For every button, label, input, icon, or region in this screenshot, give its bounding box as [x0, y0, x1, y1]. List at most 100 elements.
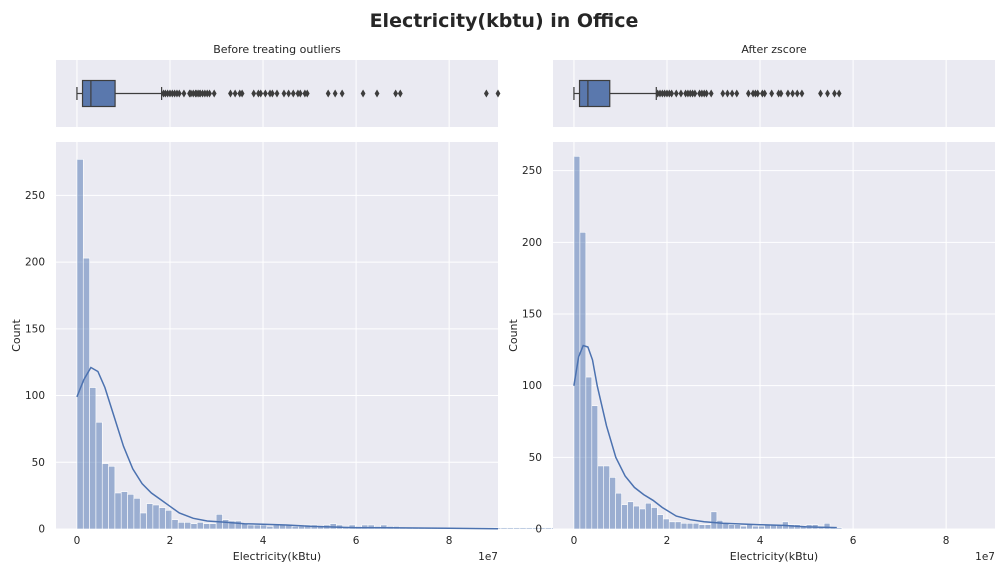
hist-before-bar — [266, 526, 274, 530]
hist-after-bar — [627, 501, 634, 530]
hist-before-kde-line — [76, 366, 499, 530]
hist-after-bar — [609, 477, 616, 530]
hist-before-ytick-label: 250 — [25, 190, 45, 202]
hist-before-bar — [133, 498, 141, 530]
hist-after-xtick-label: 8 — [943, 535, 950, 547]
boxplot-after: After zscore — [553, 43, 995, 127]
box-before-box — [81, 79, 116, 108]
hist-before-ytick-label: 50 — [32, 457, 45, 469]
hist-before-bar — [146, 503, 154, 530]
hist-after-xtick-label: 4 — [757, 535, 764, 547]
hist-after-bar — [692, 522, 700, 530]
box-before-outlier — [228, 89, 233, 98]
box-after-outlier — [678, 89, 684, 98]
box-before-outlier — [290, 89, 296, 98]
hist-before-bar — [114, 492, 122, 530]
hist-before-bar — [190, 523, 198, 530]
box-before-outlier — [286, 89, 292, 98]
hist-before-bar — [127, 494, 135, 530]
hist-before-bar — [95, 421, 103, 530]
hist-after-bar — [597, 465, 605, 530]
hist-after-bar — [621, 504, 628, 530]
hist-after-bar — [591, 405, 599, 530]
hist-after-bar — [573, 156, 581, 530]
box-after-outlier — [746, 89, 751, 98]
hist-before-xtick-label: 0 — [74, 535, 81, 547]
hist-after-bar — [645, 502, 652, 530]
hist-before-bar — [184, 522, 192, 530]
hist-before-xtick-label: 4 — [260, 535, 267, 547]
hist-before-bar — [234, 520, 242, 530]
hist-after-bar — [585, 376, 593, 530]
hist-after-bar — [657, 514, 664, 530]
hist-before-bar — [222, 519, 230, 530]
box-before-outlier — [232, 89, 238, 98]
hist-after-ytick-label: 150 — [522, 309, 542, 321]
box-before-outlier — [360, 89, 366, 98]
hist-before-bar — [196, 522, 204, 530]
hist-after-bar — [662, 518, 670, 530]
box-after-outlier — [673, 89, 679, 98]
box-before-outlier — [258, 89, 264, 98]
box-before-outlier — [262, 89, 268, 98]
hist-after-xtick-label: 2 — [664, 535, 671, 547]
histogram-before: 0 2 4 6 8 0 50 100 150 200 250 Electricity(kBtu) Cou… — [10, 142, 559, 563]
hist-after-bar — [639, 508, 646, 530]
hist-after-bar — [835, 527, 843, 530]
hist-before-bar — [165, 510, 173, 530]
hist-before-background — [56, 142, 498, 529]
hist-before-xlabel: Electricity(kBtu) — [233, 550, 321, 563]
box-before-outlier — [397, 89, 403, 98]
hist-after-xtick-label: 0 — [571, 535, 578, 547]
box-after-outlier — [799, 89, 805, 98]
box-before-outlier — [332, 89, 338, 98]
box-before-outlier — [211, 89, 217, 98]
hist-before-xtick-label: 6 — [353, 535, 360, 547]
box-after-outlier — [725, 89, 730, 98]
box-after-outlier — [790, 89, 796, 98]
hist-after-bar — [668, 521, 676, 530]
box-after-outlier — [836, 89, 842, 98]
hist-after-bar — [740, 525, 747, 530]
hist-after-bar — [651, 507, 658, 530]
hist-before-ylabel: Count — [10, 318, 23, 351]
box-after-outlier — [832, 89, 837, 98]
hist-after-bar — [698, 524, 706, 530]
box-before-outlier — [269, 89, 275, 98]
hist-after-x-offset-label: 1e7 — [975, 551, 995, 563]
hist-after-bar — [603, 465, 610, 530]
box-before-outlier — [325, 89, 331, 98]
hist-after-bar — [704, 524, 712, 530]
hist-before-bar — [544, 527, 552, 530]
hist-before-bar — [272, 524, 280, 530]
hist-before-xtick-label: 8 — [446, 535, 453, 547]
hist-after-bar — [633, 505, 640, 530]
figure-title: Electricity(kbtu) in Office — [370, 10, 639, 32]
box-before-title: Before treating outliers — [213, 43, 341, 56]
box-before-outlier — [274, 89, 280, 98]
hist-before-bar — [298, 526, 306, 530]
box-after-box — [578, 79, 611, 108]
hist-after-xtick-label: 6 — [850, 535, 857, 547]
box-before-outlier — [281, 89, 287, 98]
box-before-outlier — [304, 89, 310, 98]
hist-before-bar — [108, 465, 116, 530]
hist-after-ytick-label: 100 — [522, 380, 542, 392]
hist-after-bar — [734, 524, 741, 530]
boxplot-before: Before treating outliers — [56, 43, 501, 127]
hist-after-bar — [823, 522, 831, 530]
hist-after-bar — [728, 524, 736, 530]
hist-after-bar — [615, 492, 622, 530]
box-after-outlier — [669, 89, 675, 98]
box-after-outlier — [818, 89, 823, 98]
hist-after-xlabel: Electricity(kBtu) — [730, 550, 818, 563]
hist-after-bar — [752, 525, 759, 530]
box-after-title: After zscore — [741, 43, 806, 56]
hist-before-bar — [139, 512, 147, 530]
hist-before-bar — [101, 463, 109, 530]
box-after-outlier — [762, 89, 768, 98]
hist-before-bar — [500, 527, 508, 530]
hist-before-bar — [513, 527, 521, 530]
box-before-outlier — [339, 89, 345, 98]
